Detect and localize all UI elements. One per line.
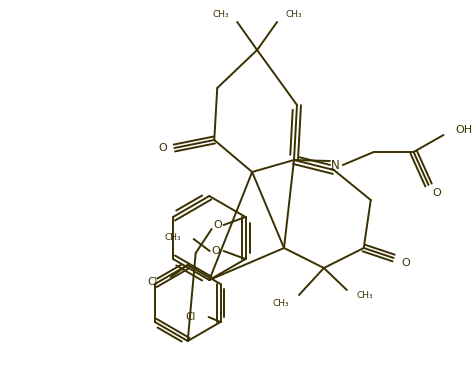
Text: O: O (158, 143, 167, 153)
Text: CH₃: CH₃ (285, 9, 301, 18)
Text: O: O (431, 188, 440, 198)
Text: CH₃: CH₃ (356, 291, 373, 300)
Text: CH₃: CH₃ (164, 233, 180, 242)
Text: O: O (213, 220, 221, 230)
Text: CH₃: CH₃ (212, 9, 229, 18)
Text: Cl: Cl (147, 277, 158, 287)
Text: O: O (400, 258, 409, 268)
Text: N: N (330, 159, 338, 172)
Text: CH₃: CH₃ (272, 298, 288, 307)
Text: Cl: Cl (185, 312, 195, 322)
Text: OH: OH (455, 125, 472, 135)
Text: O: O (211, 246, 219, 256)
